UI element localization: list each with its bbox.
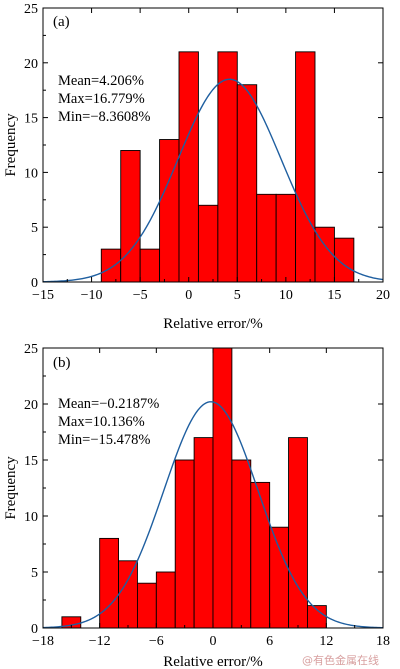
histogram-bar	[174, 459, 195, 629]
x-tick-label: −18	[32, 634, 54, 649]
histogram-bar	[269, 526, 290, 629]
histogram-bar	[250, 481, 271, 629]
y-tick-label: 15	[24, 454, 38, 469]
histogram-panel-b: −18 −12 −6 0 6 12 18 0 5 10 15 20 25 Relative error/%…	[3, 342, 390, 669]
y-tick-label: 15	[24, 112, 38, 127]
stat-annotation: Mean=4.206%	[58, 73, 144, 89]
x-tick-label: 15	[327, 288, 341, 303]
stat-annotation: Min=−15.478%	[58, 432, 150, 448]
x-tick-label: 5	[234, 288, 241, 303]
stat-annotation: Max=10.136%	[58, 414, 145, 430]
y-tick-label: 10	[24, 510, 38, 525]
y-tick-label: 25	[24, 342, 38, 357]
x-tick-label: −10	[81, 288, 103, 303]
x-tick-label: 0	[185, 288, 192, 303]
y-tick-label: 5	[31, 566, 38, 581]
histogram-bar	[159, 139, 180, 283]
histogram-bar	[288, 437, 308, 629]
y-tick-label: 20	[24, 398, 38, 413]
x-tick-label: 12	[319, 634, 333, 649]
histogram-bar	[231, 459, 252, 629]
histogram-bar	[197, 204, 219, 283]
x-tick-label: 0	[210, 634, 217, 649]
histogram-bar	[193, 437, 214, 629]
y-axis-label: Frequency	[3, 456, 19, 520]
normal-fit-curve	[42, 78, 384, 283]
x-tick-label: −12	[89, 634, 111, 649]
histogram-bar	[256, 193, 277, 283]
stat-annotation: Max=16.779%	[58, 91, 145, 107]
histogram-bar	[212, 347, 233, 629]
y-tick-label: 20	[24, 57, 38, 72]
x-tick-label: 10	[279, 288, 293, 303]
histogram-bar	[100, 248, 122, 283]
histogram-bar	[120, 150, 141, 283]
normal-fit-curve	[42, 401, 384, 629]
histogram-bar	[217, 51, 238, 283]
watermark: @有色金属在线	[302, 654, 379, 667]
x-axis-label: Relative error/%	[163, 654, 263, 669]
histogram-bar	[295, 51, 316, 283]
x-tick-label: 18	[376, 634, 390, 649]
panel-tag: (b)	[53, 355, 71, 371]
y-tick-label: 10	[24, 166, 38, 181]
histogram-bar	[136, 582, 157, 629]
histogram-bar	[155, 571, 176, 629]
histogram-bar	[99, 537, 120, 629]
x-tick-label: −15	[32, 288, 54, 303]
stat-annotation: Mean=−0.2187%	[58, 396, 159, 412]
histogram-bar	[236, 84, 258, 283]
y-tick-label: 0	[31, 622, 38, 637]
histogram-bar	[118, 560, 138, 629]
panel-tag: (a)	[53, 14, 70, 30]
y-tick-label: 25	[24, 2, 38, 17]
stat-annotation: Min=−8.3608%	[58, 109, 150, 125]
histogram-panel-a: −15 −10 −5 0 5 10 15 20 0 5 10 15 20 25 Relative error…	[3, 2, 390, 332]
y-axis-label: Frequency	[3, 113, 19, 177]
x-tick-label: 20	[376, 288, 390, 303]
x-tick-label: 6	[266, 634, 273, 649]
x-tick-label: −5	[133, 288, 148, 303]
x-axis-label: Relative error/%	[163, 316, 263, 332]
y-tick-label: 0	[31, 276, 38, 291]
histogram-bar	[178, 51, 199, 283]
x-tick-label: −6	[149, 634, 164, 649]
histogram-bar	[275, 193, 297, 283]
histogram-bar	[139, 248, 161, 283]
y-tick-label: 5	[31, 221, 38, 236]
